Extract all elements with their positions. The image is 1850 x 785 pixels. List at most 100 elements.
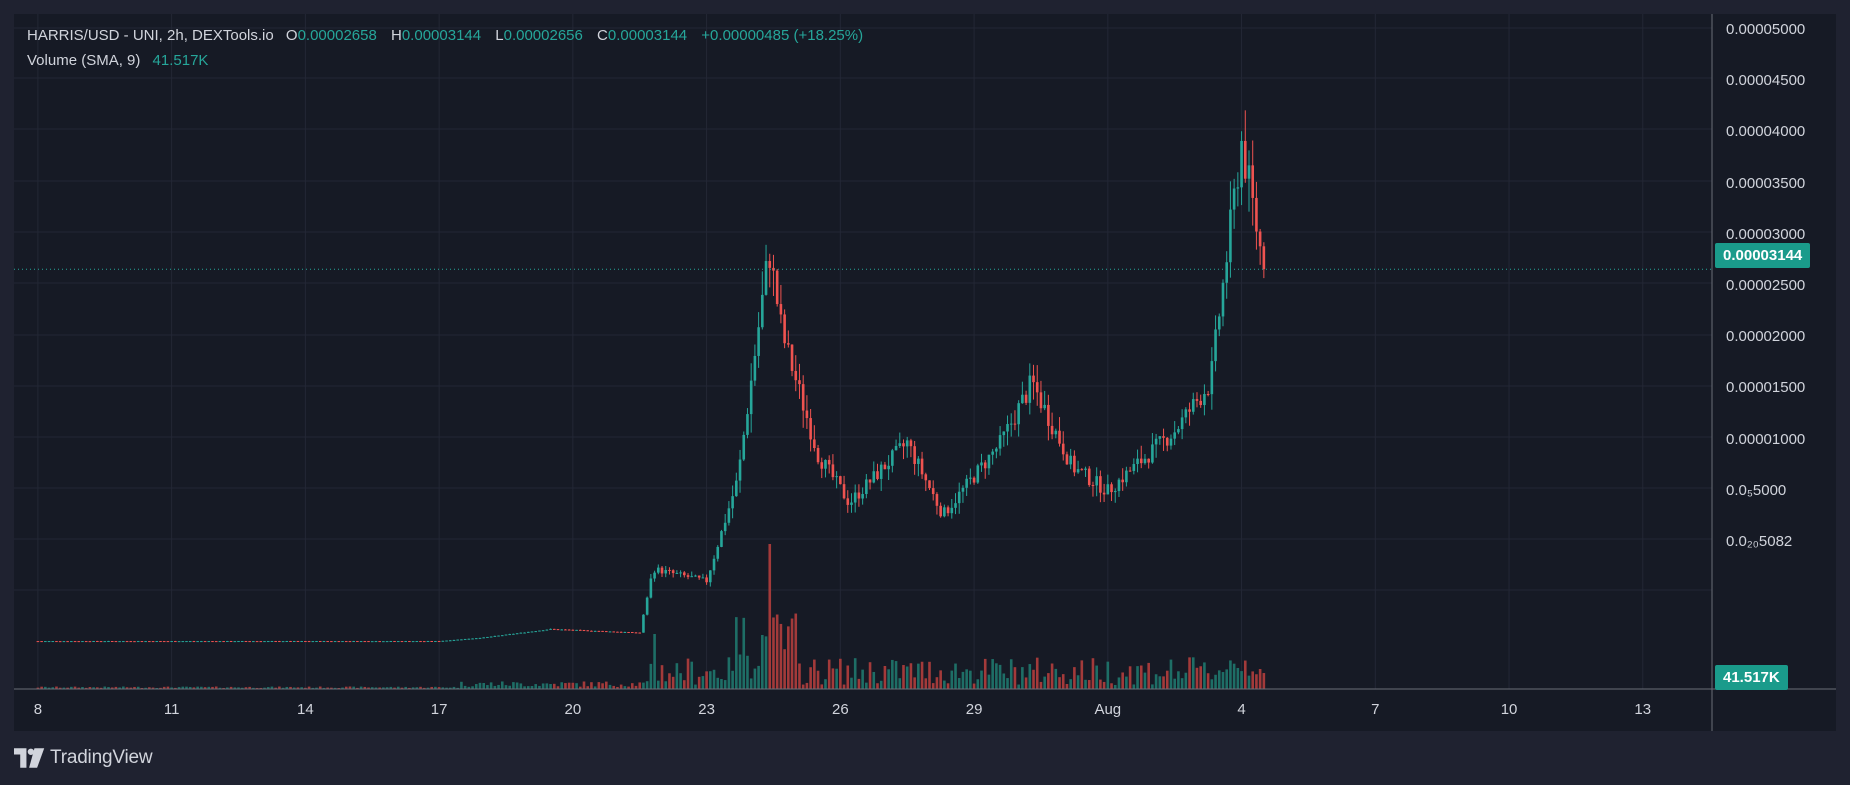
volume-bar-141 [560,682,564,689]
candle-body-12 [81,641,84,643]
volume-bar-112 [452,686,456,689]
candle-body-103 [419,641,422,643]
volume-bar-168 [660,665,664,689]
volume-bar-273 [1050,663,1054,689]
volume-bar-243 [939,670,942,689]
volume-bar-94 [385,687,389,689]
candle-body-72 [304,641,307,643]
volume-bar-170 [668,673,671,689]
volume-bar-194 [757,665,760,689]
volume-bar-234 [905,666,909,689]
volume-bar-244 [943,680,946,689]
volume-bar-52 [229,686,233,689]
volume-bar-147 [582,681,586,689]
chart-area[interactable] [14,14,1836,731]
volume-bar-176 [690,661,694,689]
candle-body-18 [103,641,107,643]
volume-bar-322 [1232,663,1236,689]
volume-bar-25 [129,687,133,689]
candle-body-248 [957,491,961,504]
volume-bar-314 [1203,662,1206,689]
volume-bar-225 [872,671,876,689]
volume-bar-218 [846,665,850,689]
candle-body-111 [448,640,452,642]
volume-bar-269 [1035,657,1039,689]
volume-bar-233 [902,665,905,689]
candle-body-116 [467,638,471,640]
volume-bar-42 [192,687,196,689]
candle-body-171 [671,570,675,574]
volume-bar-298 [1143,672,1147,689]
candle-body-235 [909,440,913,447]
candle-body-110 [445,640,448,642]
candle-body-19 [107,641,110,643]
volume-bar-319 [1221,672,1225,689]
volume-bar-276 [1061,674,1065,689]
candle-body-123 [493,635,497,637]
candle-body-146 [578,629,582,631]
candle-body-147 [582,630,586,632]
volume-bar-327 [1251,671,1255,689]
volume-bar-139 [552,683,556,689]
candle-body-215 [835,476,838,478]
volume-bar-73 [307,686,311,689]
volume-bar-277 [1065,684,1069,689]
candle-body-82 [341,641,344,643]
volume-bar-151 [597,682,601,689]
candle-body-49 [218,641,222,643]
legend-close-key: C [597,27,608,44]
candle-body-162 [638,632,642,634]
volume-bar-317 [1214,674,1217,689]
candle-body-198 [772,267,775,271]
volume-bar-272 [1047,673,1050,689]
volume-bar-274 [1054,668,1058,689]
volume-bar-118 [474,684,478,689]
candle-body-151 [597,630,601,632]
candle-body-104 [422,641,426,643]
volume-bar-299 [1147,662,1150,689]
candle-body-270 [1039,392,1043,409]
volume-bar-216 [839,658,842,689]
tradingview-logo[interactable]: TradingView [14,745,153,771]
candle-body-310 [1188,409,1191,412]
volume-bar-29 [144,687,147,689]
volume-bar-255 [983,658,987,689]
volume-bar-224 [868,662,872,689]
volume-bar-62 [266,687,270,689]
candle-body-156 [616,631,619,633]
volume-bar-106 [430,686,433,689]
volume-bar-57 [248,686,251,689]
volume-bar-27 [136,686,140,689]
legend-volume: Volume (SMA, 9) 41.517K [27,52,218,69]
candle-body-170 [668,569,671,571]
volume-bar-286 [1099,679,1102,689]
candle-body-118 [474,638,478,640]
candle-body-76 [318,641,322,643]
candle-body-80 [333,641,337,643]
candle-body-140 [556,629,560,631]
volume-bar-156 [616,686,619,689]
volume-bar-266 [1024,677,1028,689]
volume-bar-175 [686,658,690,689]
volume-bar-30 [148,687,151,689]
volume-bar-39 [181,686,185,689]
volume-bar-270 [1039,681,1043,689]
volume-bar-149 [590,682,593,689]
volume-bar-285 [1095,665,1098,689]
candle-body-177 [694,575,697,577]
volume-bar-100 [408,687,411,689]
candle-body-120 [482,637,486,639]
candle-body-305 [1169,438,1173,446]
candle-body-167 [657,567,660,573]
candle-body-119 [478,637,482,639]
candle-body-284 [1091,485,1095,487]
volume-bar-275 [1058,677,1061,689]
candle-body-95 [389,641,393,643]
candle-body-158 [623,632,627,634]
volume-bar-142 [564,683,567,689]
candle-body-36 [170,641,173,643]
price-tick-label: 0.00001500 [1726,379,1806,397]
candle-body-74 [311,641,315,643]
candle-body-253 [976,465,980,483]
